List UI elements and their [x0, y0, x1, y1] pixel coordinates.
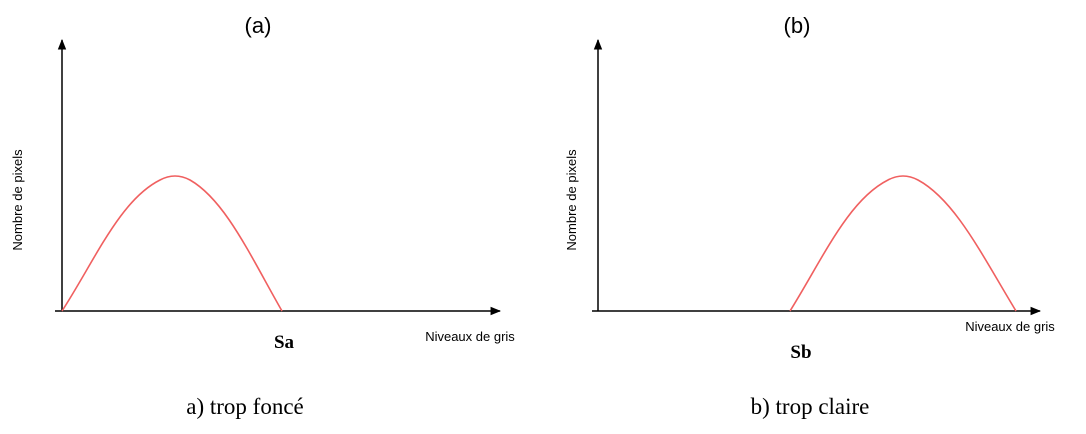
threshold-label: Sa: [274, 332, 295, 353]
histogram-curve: [789, 175, 1017, 312]
panel-label: (a): [245, 13, 272, 38]
histogram-curve: [61, 175, 283, 312]
y-axis-label: Nombre de pixels: [10, 149, 25, 251]
x-axis-label: Niveaux de gris: [425, 329, 515, 344]
threshold-label: Sb: [790, 342, 811, 363]
caption: b) trop claire: [751, 394, 870, 419]
x-axis-label: Niveaux de gris: [965, 319, 1055, 334]
panel-b: (b) Nombre de pixels Sb Niveaux de gris …: [564, 13, 1055, 419]
caption: a) trop foncé: [186, 394, 304, 419]
panel-label: (b): [784, 13, 811, 38]
panel-a: (a) Nombre de pixels Sa Niveaux de gris …: [10, 13, 515, 419]
y-axis-label: Nombre de pixels: [564, 149, 579, 251]
